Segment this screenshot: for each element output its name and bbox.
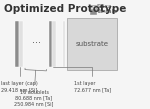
- Text: 1st layer
72.677 nm [Ta]: 1st layer 72.677 nm [Ta]: [53, 67, 111, 92]
- Text: ...: ...: [32, 35, 41, 45]
- Bar: [15, 21, 19, 67]
- Text: 16 doublets
80.688 nm [Ta]
250.984 nm [Si]: 16 doublets 80.688 nm [Ta] 250.984 nm [S…: [14, 68, 54, 106]
- Bar: [90, 5, 96, 9]
- Bar: [90, 10, 96, 14]
- Bar: [49, 21, 52, 67]
- Bar: [67, 18, 117, 70]
- Text: Optimized Prototype: Optimized Prototype: [4, 4, 127, 14]
- Text: substrate: substrate: [76, 41, 109, 47]
- Bar: [19, 21, 23, 67]
- Text: last layer (cap)
29.418 nm [Si]: last layer (cap) 29.418 nm [Si]: [1, 67, 38, 92]
- Text: Tantala: Tantala: [96, 9, 117, 14]
- Bar: [52, 21, 56, 67]
- Bar: [63, 21, 65, 67]
- Text: Silica: Silica: [96, 4, 112, 9]
